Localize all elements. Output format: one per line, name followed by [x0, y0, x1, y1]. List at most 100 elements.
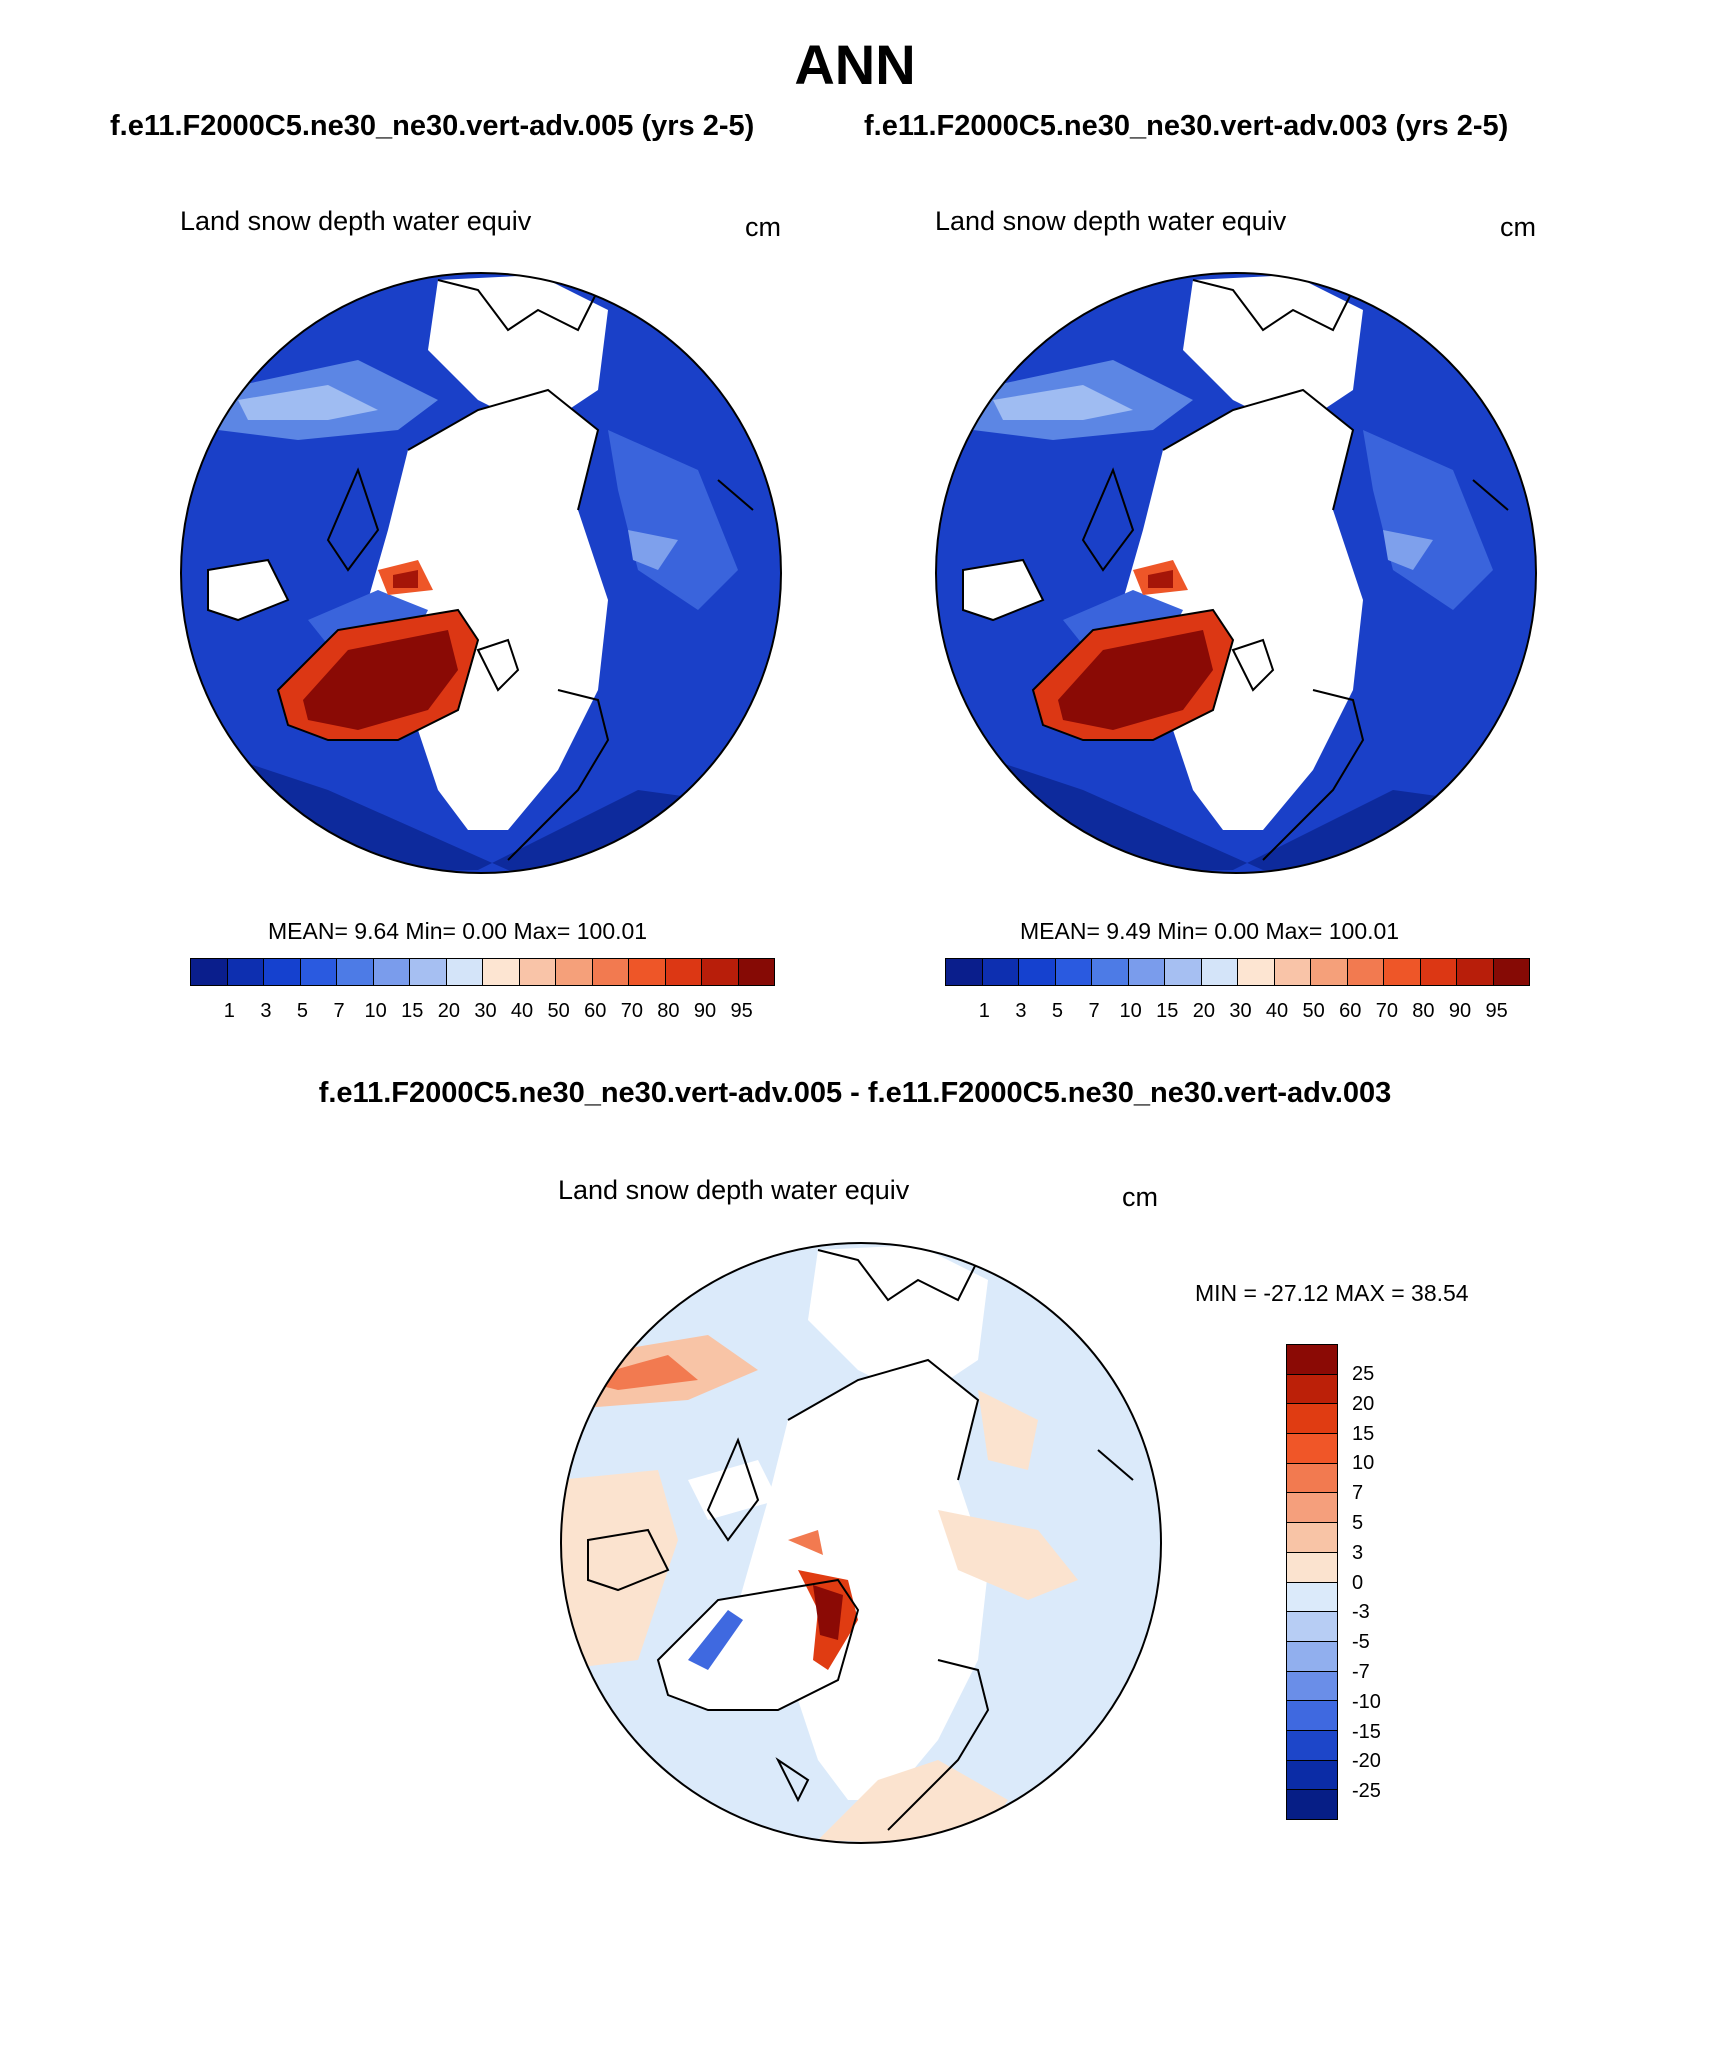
map-boundary [180, 272, 782, 874]
difference-stats: MIN = -27.12 MAX = 38.54 [1195, 1280, 1469, 1306]
difference-map [560, 1242, 1162, 1844]
colorbar-swatch [982, 959, 1019, 985]
coastlines [587, 1249, 1134, 1831]
colorbar-swatch [1287, 1582, 1337, 1613]
colorbar-tick-label: 95 [730, 1000, 753, 1022]
panel-right-stats: MEAN= 9.49 Min= 0.00 Max= 100.01 [1020, 918, 1400, 944]
colorbar-tick-label: 7 [1088, 1000, 1100, 1022]
colorbar-swatch [373, 959, 410, 985]
colorbar-swatch [1287, 1345, 1337, 1375]
colorbar-tick-label: 60 [584, 1000, 607, 1022]
colorbar-swatch [1311, 959, 1348, 985]
panel-right-colorbar [945, 958, 1530, 986]
colorbar-swatch [1055, 959, 1092, 985]
colorbar-swatch [337, 959, 374, 985]
panel-left-colorbar-labels: 1 3 5 7 10 15 20 30 40 50 60 70 80 90 95 [211, 1000, 760, 1023]
panel-left-subtitle: f.e11.F2000C5.ne30_ne30.vert-adv.005 (yr… [110, 110, 755, 142]
colorbar-swatch [1287, 1790, 1337, 1819]
colorbar-tick-label: -10 [1352, 1690, 1381, 1713]
colorbar-swatch [1287, 1552, 1337, 1583]
colorbar-tick-label: -5 [1352, 1631, 1370, 1654]
colorbar-swatch [191, 959, 228, 985]
colorbar-swatch [702, 959, 739, 985]
difference-variable-label: Land snow depth water equiv [558, 1175, 910, 1205]
colorbar-tick-label: 10 [364, 1000, 387, 1022]
colorbar-tick-label: 20 [1192, 1000, 1215, 1022]
panel-right-variable-label: Land snow depth water equiv [935, 206, 1287, 236]
colorbar-swatch [1165, 959, 1202, 985]
difference-colorbar [1286, 1344, 1338, 1820]
difference-colorbar-labels: 25 20 15 10 7 5 3 0 -3 -5 -7 -10 -15 -20 -25 [1352, 1360, 1381, 1807]
colorbar-tick-label: 70 [620, 1000, 643, 1022]
colorbar-swatch [1493, 959, 1529, 985]
colorbar-swatch [556, 959, 593, 985]
colorbar-swatch [1201, 959, 1238, 985]
colorbar-tick-label: -25 [1352, 1780, 1381, 1803]
colorbar-swatch [1287, 1404, 1337, 1435]
colorbar-swatch [519, 959, 556, 985]
colorbar-swatch [1384, 959, 1421, 985]
colorbar-tick-label: 50 [1302, 1000, 1325, 1022]
colorbar-swatch [1347, 959, 1384, 985]
colorbar-swatch [1092, 959, 1129, 985]
colorbar-swatch [629, 959, 666, 985]
colorbar-tick-label: 20 [1352, 1392, 1375, 1415]
colorbar-tick-label: -7 [1352, 1660, 1370, 1683]
difference-unit: cm [1122, 1182, 1158, 1212]
coastlines [962, 279, 1509, 861]
colorbar-tick-label: 7 [333, 1000, 345, 1022]
colorbar-tick-label: -20 [1352, 1750, 1381, 1773]
coastlines [207, 279, 754, 861]
colorbar-tick-label: 80 [1412, 1000, 1435, 1022]
colorbar-tick-label: 50 [547, 1000, 570, 1022]
colorbar-swatch [1287, 1374, 1337, 1405]
colorbar-tick-label: 40 [510, 1000, 534, 1022]
page-title: ANN [794, 33, 916, 96]
colorbar-swatch [665, 959, 702, 985]
colorbar-swatch [1019, 959, 1056, 985]
panel-right-subtitle: f.e11.F2000C5.ne30_ne30.vert-adv.003 (yr… [864, 110, 1509, 142]
colorbar-tick-label: 25 [1352, 1363, 1375, 1385]
colorbar-tick-label: 30 [474, 1000, 497, 1022]
colorbar-swatch [1287, 1730, 1337, 1761]
colorbar-swatch [1287, 1493, 1337, 1524]
colorbar-tick-label: 70 [1375, 1000, 1398, 1022]
colorbar-tick-label: 1 [223, 1000, 235, 1022]
colorbar-tick-label: 80 [657, 1000, 680, 1022]
colorbar-tick-label: 3 [1352, 1541, 1364, 1564]
colorbar-tick-label: 90 [1448, 1000, 1472, 1022]
colorbar-tick-label: 15 [401, 1000, 424, 1022]
colorbar-swatch [1287, 1641, 1337, 1672]
colorbar-tick-label: 30 [1229, 1000, 1252, 1022]
panel-left-unit: cm [745, 212, 781, 242]
colorbar-tick-label: 60 [1339, 1000, 1362, 1022]
colorbar-swatch [264, 959, 301, 985]
colorbar-tick-label: 7 [1352, 1482, 1364, 1505]
colorbar-tick-label: 10 [1119, 1000, 1142, 1022]
colorbar-tick-label: 5 [296, 1000, 309, 1022]
panel-left-map [180, 272, 782, 874]
panel-right-unit: cm [1500, 212, 1536, 242]
colorbar-tick-label: 3 [1015, 1000, 1027, 1022]
panel-right-colorbar-labels: 1 3 5 7 10 15 20 30 40 50 60 70 80 90 95 [966, 1000, 1515, 1023]
colorbar-swatch [738, 959, 774, 985]
colorbar-swatch [1287, 1434, 1337, 1464]
snow-depth-difference-field [561, 1243, 1161, 1843]
colorbar-swatch [1287, 1612, 1337, 1642]
colorbar-tick-label: 5 [1352, 1511, 1364, 1534]
panel-left-stats: MEAN= 9.64 Min= 0.00 Max= 100.01 [268, 918, 648, 944]
colorbar-swatch [1238, 959, 1275, 985]
colorbar-tick-label: 10 [1352, 1452, 1375, 1475]
colorbar-swatch [1287, 1463, 1337, 1494]
colorbar-swatch [446, 959, 483, 985]
panel-left-variable-label: Land snow depth water equiv [180, 206, 532, 236]
colorbar-swatch [1287, 1523, 1337, 1553]
colorbar-tick-label: 40 [1265, 1000, 1289, 1022]
colorbar-swatch [1128, 959, 1165, 985]
colorbar-tick-label: 3 [260, 1000, 272, 1022]
colorbar-tick-label: 15 [1352, 1422, 1375, 1445]
colorbar-swatch [300, 959, 337, 985]
colorbar-tick-label: -15 [1352, 1720, 1381, 1743]
colorbar-tick-label: 15 [1156, 1000, 1179, 1022]
panel-left-colorbar [190, 958, 775, 986]
